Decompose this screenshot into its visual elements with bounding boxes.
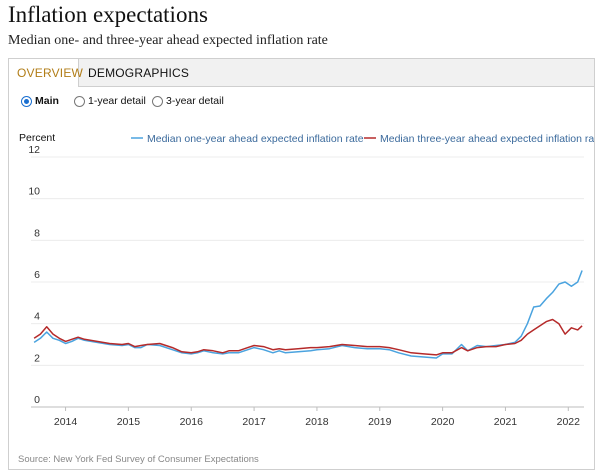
x-tick-label: 2021 [494, 416, 518, 428]
page-title: Inflation expectations [8, 2, 208, 27]
gridlines [31, 156, 584, 408]
legend: Median one-year ahead expected inflation… [131, 133, 594, 145]
y-tick-label: 2 [34, 352, 40, 364]
x-tick-label: 2019 [368, 416, 392, 428]
radio-unselected-icon [152, 95, 163, 107]
radio-main[interactable]: Main [21, 95, 59, 107]
source-note: Source: New York Fed Survey of Consumer … [18, 454, 259, 465]
x-tick-label: 2015 [117, 416, 141, 428]
x-tick-label: 2014 [54, 416, 78, 428]
x-tick-label: 2016 [180, 416, 204, 428]
radio-selected-icon [21, 95, 32, 107]
tab-bar: OVERVIEW DEMOGRAPHICS [9, 59, 594, 87]
x-tick-label: 2018 [305, 416, 329, 428]
y-tick-label: 4 [34, 311, 40, 323]
series-line-one-year [33, 270, 583, 359]
y-tick-label: 6 [34, 269, 40, 281]
radio-main-label: Main [35, 95, 59, 107]
radio-1-year-detail[interactable]: 1-year detail [74, 95, 146, 107]
y-tick-label: 10 [28, 186, 40, 198]
x-tick-labels: 2014 2015 2016 2017 2018 2019 2020 2021 2022 [54, 407, 580, 428]
x-tick-label: 2022 [557, 416, 581, 428]
y-tick-label: 0 [34, 394, 40, 406]
legend-one-year-label: Median one-year ahead expected inflation… [147, 133, 364, 145]
tab-demographics[interactable]: DEMOGRAPHICS [88, 66, 190, 80]
y-tick-labels: 0 2 4 6 8 10 12 [28, 144, 40, 406]
y-tick-label: 8 [34, 227, 40, 239]
series-lines [33, 270, 583, 359]
x-tick-label: 2017 [242, 416, 266, 428]
chart-panel: OVERVIEW DEMOGRAPHICS Main 1-year detail… [8, 58, 595, 470]
tab-overview[interactable]: OVERVIEW [9, 59, 83, 87]
radio-unselected-icon [74, 95, 85, 107]
legend-three-year-label: Median three-year ahead expected inflati… [380, 133, 594, 145]
radio-1-year-label: 1-year detail [88, 95, 146, 107]
radio-3-year-detail[interactable]: 3-year detail [152, 95, 224, 107]
page-subtitle: Median one- and three-year ahead expecte… [8, 33, 328, 48]
y-tick-label: 12 [28, 144, 40, 156]
y-axis-label: Percent [19, 132, 55, 144]
x-tick-label: 2020 [431, 416, 455, 428]
radio-3-year-label: 3-year detail [166, 95, 224, 107]
series-line-three-year [33, 318, 583, 356]
